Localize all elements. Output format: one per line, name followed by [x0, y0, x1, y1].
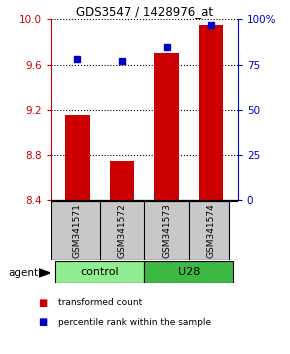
- Text: percentile rank within the sample: percentile rank within the sample: [58, 318, 211, 327]
- Bar: [110, 160, 134, 200]
- Text: GSM341571: GSM341571: [73, 203, 82, 258]
- Bar: [144, 261, 233, 283]
- Bar: [154, 53, 179, 200]
- Title: GDS3547 / 1428976_at: GDS3547 / 1428976_at: [76, 5, 213, 18]
- Text: ■: ■: [38, 317, 47, 327]
- Text: GSM341573: GSM341573: [162, 203, 171, 258]
- Polygon shape: [39, 269, 50, 277]
- Text: GSM341574: GSM341574: [206, 203, 215, 258]
- Text: control: control: [80, 267, 119, 277]
- Text: ■: ■: [38, 298, 47, 308]
- Text: GSM341572: GSM341572: [117, 203, 126, 258]
- Bar: [199, 25, 223, 200]
- Bar: [55, 261, 144, 283]
- Text: agent: agent: [9, 268, 39, 278]
- Text: transformed count: transformed count: [58, 298, 142, 307]
- Bar: [65, 115, 90, 200]
- Text: U28: U28: [177, 267, 200, 277]
